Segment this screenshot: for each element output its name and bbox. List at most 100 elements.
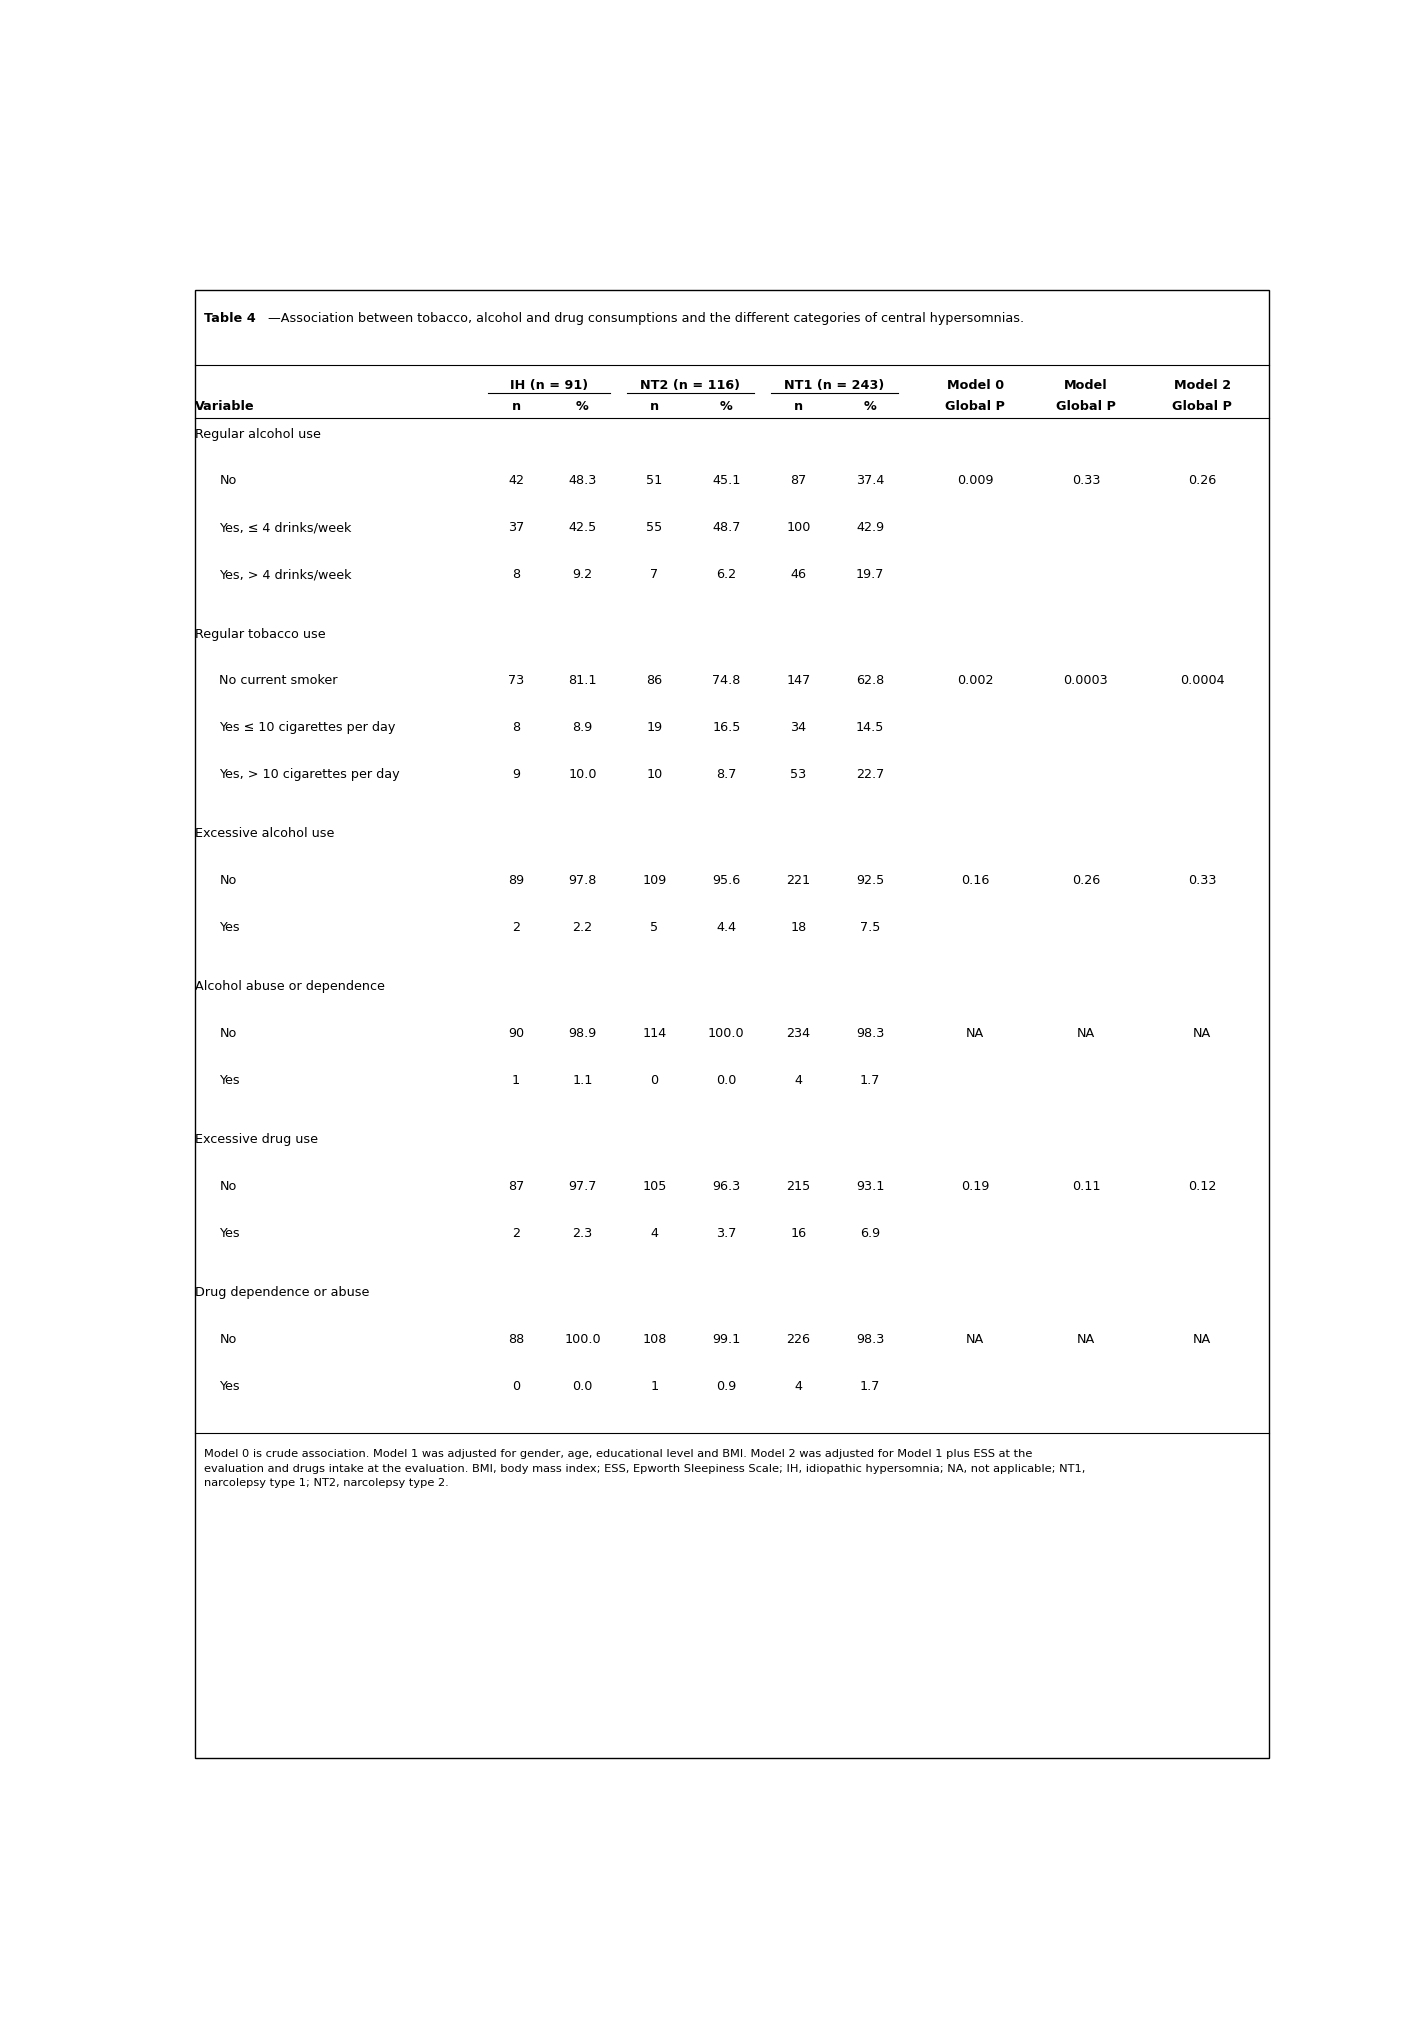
Text: Drug dependence or abuse: Drug dependence or abuse [196,1286,370,1300]
Text: 19: 19 [647,722,663,734]
Text: 10.0: 10.0 [568,769,597,781]
Text: 34: 34 [790,722,807,734]
Text: 97.7: 97.7 [568,1180,597,1192]
Text: 37.4: 37.4 [855,475,884,487]
Text: 16.5: 16.5 [713,722,741,734]
Text: Regular alcohol use: Regular alcohol use [196,428,321,440]
Text: 90: 90 [508,1028,524,1040]
Text: 0.33: 0.33 [1072,475,1100,487]
Text: Yes: Yes [220,1381,240,1393]
Text: Yes: Yes [220,1227,240,1241]
Text: 53: 53 [790,769,807,781]
Text: 105: 105 [643,1180,667,1192]
Text: Excessive drug use: Excessive drug use [196,1134,318,1146]
Text: 234: 234 [787,1028,810,1040]
Text: NA: NA [1077,1028,1095,1040]
Text: 19.7: 19.7 [855,568,884,582]
Text: 0.26: 0.26 [1188,475,1217,487]
Text: %: % [720,400,733,412]
Text: %: % [575,400,588,412]
Text: 8: 8 [513,568,520,582]
Text: Model 0 is crude association. Model 1 was adjusted for gender, age, educational : Model 0 is crude association. Model 1 wa… [204,1448,1085,1489]
Text: 42.5: 42.5 [568,521,597,533]
Text: 0.009: 0.009 [957,475,994,487]
Text: No: No [220,1028,237,1040]
Text: 87: 87 [790,475,807,487]
Text: 1.7: 1.7 [860,1381,881,1393]
Text: 4: 4 [650,1227,658,1241]
Text: Yes: Yes [220,921,240,935]
Text: 4.4: 4.4 [717,921,737,935]
Text: 3.7: 3.7 [715,1227,737,1241]
Text: 0.19: 0.19 [961,1180,990,1192]
Text: Alcohol abuse or dependence: Alcohol abuse or dependence [196,980,386,994]
Text: NT1 (n = 243): NT1 (n = 243) [784,379,884,391]
Text: 14.5: 14.5 [855,722,884,734]
Text: NT2 (n = 116): NT2 (n = 116) [640,379,740,391]
Text: Model 0: Model 0 [947,379,1004,391]
Text: 226: 226 [787,1332,810,1347]
Text: No: No [220,874,237,886]
Text: 221: 221 [787,874,810,886]
Text: 95.6: 95.6 [713,874,741,886]
Text: 55: 55 [647,521,663,533]
Text: 0: 0 [650,1075,658,1087]
Text: No: No [220,1332,237,1347]
Text: No: No [220,475,237,487]
Text: 2: 2 [513,921,520,935]
Text: NA: NA [967,1028,984,1040]
Text: 88: 88 [508,1332,524,1347]
Text: 0.002: 0.002 [957,675,994,687]
Text: 6.2: 6.2 [717,568,737,582]
Text: 1: 1 [650,1381,658,1393]
Text: 7.5: 7.5 [860,921,881,935]
Text: Yes, > 4 drinks/week: Yes, > 4 drinks/week [220,568,351,582]
Text: Yes, > 10 cigarettes per day: Yes, > 10 cigarettes per day [220,769,400,781]
Text: Global P: Global P [1172,400,1232,412]
Text: 73: 73 [508,675,524,687]
Text: 9: 9 [513,769,520,781]
Text: NA: NA [1192,1028,1211,1040]
Text: 37: 37 [508,521,524,533]
Text: 96.3: 96.3 [713,1180,741,1192]
Text: NA: NA [1077,1332,1095,1347]
Text: Global P: Global P [945,400,1005,412]
Text: 0: 0 [513,1381,520,1393]
Text: 48.3: 48.3 [568,475,597,487]
Text: 10: 10 [647,769,663,781]
Text: n: n [650,400,658,412]
Text: 108: 108 [643,1332,667,1347]
Text: 100: 100 [785,521,811,533]
Text: 18: 18 [790,921,807,935]
Text: 46: 46 [790,568,807,582]
Text: 9.2: 9.2 [573,568,593,582]
Text: 92.5: 92.5 [855,874,884,886]
Text: 98.3: 98.3 [855,1028,884,1040]
Text: 86: 86 [647,675,663,687]
Text: 100.0: 100.0 [708,1028,744,1040]
Text: Excessive alcohol use: Excessive alcohol use [196,827,334,840]
Text: 0.0004: 0.0004 [1180,675,1225,687]
Text: Variable: Variable [196,400,254,412]
Text: 0.12: 0.12 [1188,1180,1217,1192]
Text: NA: NA [967,1332,984,1347]
Text: 0.0: 0.0 [715,1075,737,1087]
Text: 6.9: 6.9 [860,1227,880,1241]
Text: NA: NA [1192,1332,1211,1347]
Text: 81.1: 81.1 [568,675,597,687]
Text: 0.26: 0.26 [1072,874,1100,886]
Text: 114: 114 [643,1028,667,1040]
Text: 0.9: 0.9 [717,1381,737,1393]
Text: 48.7: 48.7 [713,521,741,533]
Text: n: n [794,400,803,412]
Text: 0.0003: 0.0003 [1064,675,1108,687]
Text: 89: 89 [508,874,524,886]
Text: 4: 4 [794,1381,803,1393]
Text: 42: 42 [508,475,524,487]
Text: 109: 109 [643,874,667,886]
Text: 5: 5 [650,921,658,935]
Text: 8.9: 8.9 [573,722,593,734]
Text: Yes ≤ 10 cigarettes per day: Yes ≤ 10 cigarettes per day [220,722,396,734]
Text: 93.1: 93.1 [855,1180,884,1192]
Text: 42.9: 42.9 [857,521,884,533]
